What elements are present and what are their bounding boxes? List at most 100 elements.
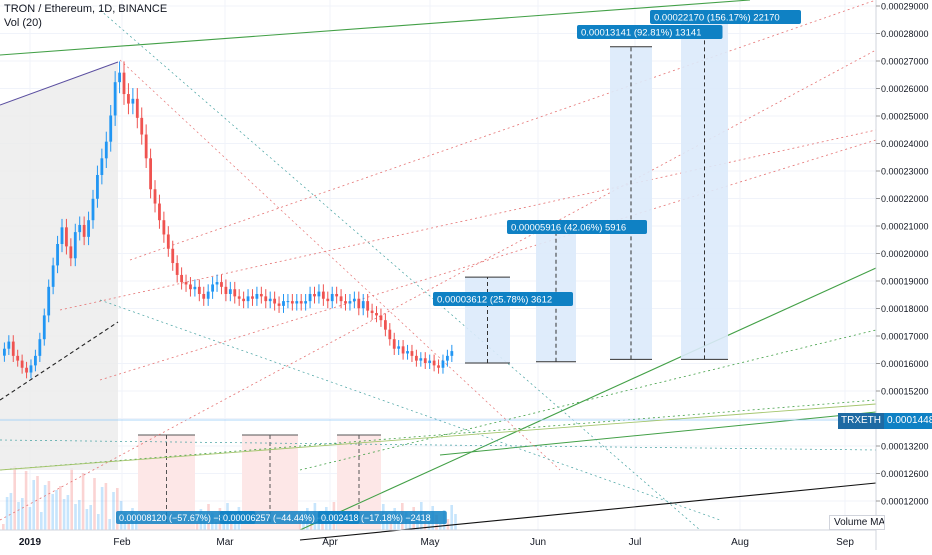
- trend-line: [0, 439, 877, 451]
- volume-bar: [32, 480, 35, 530]
- trend-line: [299, 267, 877, 531]
- volume-indicator-label[interactable]: Vol (20): [4, 17, 42, 29]
- projection-label-bg: [433, 292, 573, 306]
- candle-body: [321, 291, 325, 299]
- candle-body: [60, 227, 64, 244]
- candle-body: [69, 246, 73, 259]
- candle-body: [392, 339, 396, 349]
- candle-body: [251, 296, 254, 299]
- y-tick-label: 0.00019000: [881, 277, 929, 287]
- candle-body: [109, 115, 113, 142]
- volume-bar: [100, 487, 104, 530]
- volume-bar: [233, 521, 237, 530]
- candle-body: [357, 298, 361, 309]
- candle-body: [162, 220, 166, 235]
- volume-bar: [59, 486, 62, 530]
- candle-body: [149, 158, 152, 190]
- range-highlight: [0, 62, 118, 470]
- trend-line: [0, 403, 877, 471]
- candle-body: [282, 301, 285, 306]
- candle-body: [197, 286, 201, 294]
- candle-body: [326, 298, 330, 302]
- candle-body: [118, 72, 121, 83]
- candle-body: [299, 301, 303, 304]
- price-tag-symbol: TRXETH: [838, 413, 884, 429]
- y-tick-label: 0.00027000: [881, 57, 929, 67]
- volume-bar: [62, 499, 66, 530]
- trend-line: [59, 129, 877, 311]
- candle-body: [255, 293, 259, 299]
- candle-body: [34, 355, 37, 366]
- volume-bar: [21, 498, 24, 530]
- candle-body: [47, 286, 51, 316]
- candle-body: [65, 227, 68, 247]
- candle-body: [450, 351, 454, 356]
- candle-body: [193, 286, 197, 290]
- x-tick-label: Apr: [322, 537, 338, 548]
- volume-bar: [195, 523, 199, 530]
- candle-body: [25, 367, 28, 373]
- candle-body: [295, 301, 299, 304]
- decline-label: 0.00008120 (−57.67%) −8120: [119, 513, 239, 523]
- candle-body: [277, 303, 281, 306]
- projection-label: 0.00005916 (42.06%) 5916: [511, 223, 626, 234]
- projection-label: 0.00013141 (92.81%) 13141: [581, 28, 701, 39]
- candle-body: [51, 265, 55, 287]
- x-tick-label: Jul: [629, 537, 642, 548]
- volume-bar: [454, 514, 457, 530]
- y-tick-label: 0.00012000: [881, 497, 929, 507]
- candle-body: [410, 351, 414, 356]
- candle-body: [29, 365, 33, 373]
- y-tick-label: 0.00017000: [881, 332, 929, 342]
- trend-line: [439, 411, 877, 456]
- trend-line: [0, 399, 877, 471]
- candle-body: [184, 282, 188, 285]
- candle-body: [428, 360, 432, 363]
- candle-body: [361, 301, 365, 309]
- volume-bar: [93, 478, 96, 530]
- y-tick-label: 0.00012600: [881, 469, 929, 479]
- candle-body: [131, 98, 135, 104]
- volume-bar: [389, 522, 393, 530]
- volume-bar: [9, 493, 13, 530]
- candle-body: [127, 94, 130, 104]
- candle-body: [189, 284, 192, 290]
- candle-body: [268, 298, 272, 302]
- candle-body: [215, 282, 219, 285]
- trend-line: [99, 9, 701, 531]
- projection-label: 0.00022170 (156.17%) 22170: [654, 13, 780, 24]
- candle-body: [406, 351, 409, 354]
- candle-body: [20, 360, 24, 368]
- candle-body: [432, 360, 436, 366]
- volume-bar: [321, 521, 324, 530]
- volume-bar: [85, 509, 89, 530]
- y-tick-label: 0.00024000: [881, 139, 929, 149]
- candle-body: [259, 293, 263, 297]
- candle-body: [437, 365, 440, 368]
- trend-line: [0, 49, 877, 521]
- candle-body: [96, 174, 99, 199]
- volume-bar: [78, 500, 81, 530]
- candle-body: [383, 320, 387, 330]
- volume-bar: [108, 519, 111, 530]
- y-tick-label: 0.00013200: [881, 442, 929, 452]
- candle-body: [313, 293, 316, 297]
- candle-body: [317, 291, 321, 297]
- candle-body: [42, 315, 46, 340]
- candle-body: [344, 301, 347, 304]
- candle-body: [290, 301, 294, 304]
- candle-body: [202, 293, 206, 299]
- candle-body: [273, 298, 277, 304]
- candle-body: [82, 224, 86, 237]
- volume-bar: [104, 483, 108, 530]
- x-tick-label: May: [421, 537, 440, 548]
- candle-body: [339, 296, 343, 302]
- candle-body: [153, 189, 157, 204]
- candle-body: [308, 293, 312, 302]
- x-tick-label: Mar: [216, 537, 234, 548]
- candle-body: [246, 296, 250, 302]
